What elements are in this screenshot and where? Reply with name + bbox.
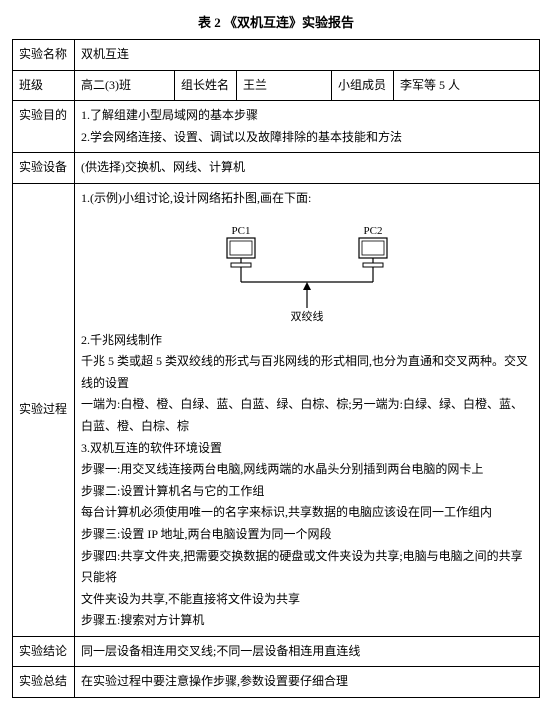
process-2a: 千兆 5 类或超 5 类双绞线的形式与百兆网线的形式相同,也分为直通和交叉两种。… [81,351,533,394]
process-s1: 步骤一:用交叉线连接两台电脑,网线两端的水晶头分别插到两台电脑的网卡上 [81,459,533,481]
process-label: 实验过程 [13,183,75,636]
name-label: 实验名称 [13,40,75,71]
class-label: 班级 [13,70,75,101]
equip-label: 实验设备 [13,153,75,184]
purpose-label: 实验目的 [13,101,75,153]
equip-value: (供选择)交换机、网线、计算机 [75,153,540,184]
process-2b: 一端为:白橙、橙、白绿、蓝、白蓝、绿、白棕、棕;另一端为:白绿、绿、白橙、蓝、白… [81,394,533,437]
summary-value: 在实验过程中要注意操作步骤,参数设置要仔细合理 [75,667,540,698]
members-value: 李军等 5 人 [394,70,540,101]
conclusion-label: 实验结论 [13,636,75,667]
purpose-line2: 2.学会网络连接、设置、调试以及故障排除的基本技能和方法 [81,127,533,149]
report-table: 实验名称 双机互连 班级 高二(3)班 组长姓名 王兰 小组成员 李军等 5 人… [12,39,540,698]
network-diagram: PC1 PC2 双绞线 [81,210,533,330]
process-2: 2.千兆网线制作 [81,330,533,352]
class-value: 高二(3)班 [75,70,175,101]
table-title: 表 2 《双机互连》实验报告 [12,12,540,31]
leader-label: 组长姓名 [175,70,237,101]
cable-label: 双绞线 [291,309,324,323]
purpose-value: 1.了解组建小型局域网的基本步骤 2.学会网络连接、设置、调试以及故障排除的基本… [75,101,540,153]
leader-value: 王兰 [237,70,332,101]
members-label: 小组成员 [332,70,394,101]
conclusion-value: 同一层设备相连用交叉线;不同一层设备相连用直连线 [75,636,540,667]
process-s2: 步骤二:设置计算机名与它的工作组 [81,481,533,503]
purpose-line1: 1.了解组建小型局域网的基本步骤 [81,105,533,127]
process-value: 1.(示例)小组讨论,设计网络拓扑图,画在下面: PC1 PC2 [75,183,540,636]
pc2-label: PC2 [364,225,383,237]
process-s3: 步骤三:设置 IP 地址,两台电脑设置为同一个网段 [81,524,533,546]
process-3: 3.双机互连的软件环境设置 [81,438,533,460]
process-s5: 步骤五:搜索对方计算机 [81,610,533,632]
process-s2a: 每台计算机必须使用唯一的名字来标识,共享数据的电脑应该设在同一工作组内 [81,502,533,524]
pc1-label: PC1 [232,225,251,237]
process-intro: 1.(示例)小组讨论,设计网络拓扑图,画在下面: [81,188,533,210]
name-value: 双机互连 [75,40,540,71]
summary-label: 实验总结 [13,667,75,698]
process-s4: 步骤四:共享文件夹,把需要交换数据的硬盘或文件夹设为共享;电脑与电脑之间的共享只… [81,546,533,589]
process-s4a: 文件夹设为共享,不能直接将文件设为共享 [81,589,533,611]
